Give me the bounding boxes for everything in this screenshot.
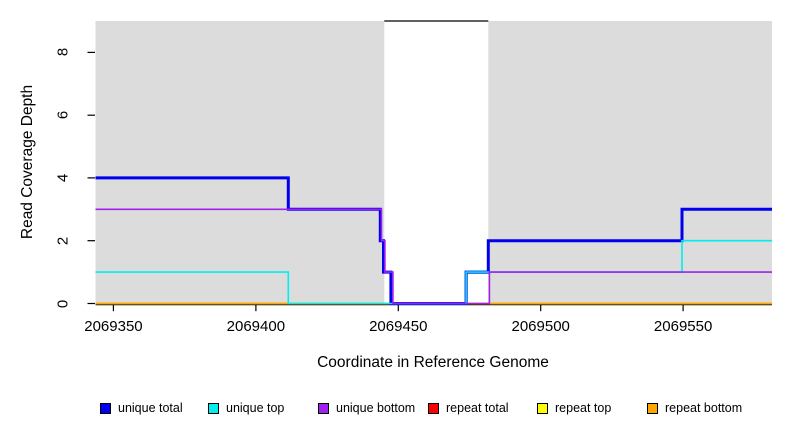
legend-item-repeat-total: repeat total [428,401,509,415]
legend-swatch-icon [208,402,219,414]
y-tick-label: 0 [54,299,72,308]
x-tick-label: 2069500 [511,318,570,335]
legend-item-repeat-top: repeat top [537,401,612,415]
y-tick-label: 6 [54,110,72,120]
legend-item-repeat-bottom: repeat bottom [647,401,743,415]
legend-item-unique-bottom: unique bottom [318,401,416,415]
x-tick-label: 2069400 [226,318,286,335]
legend-label: unique top [226,401,285,415]
legend-swatch-icon [537,402,548,414]
legend-label: repeat total [446,401,509,415]
x-tick-label: 2069450 [369,318,428,335]
y-axis-title: Read Coverage Depth [19,84,36,240]
legend-label: repeat top [555,401,612,415]
legend-swatch-icon [318,402,329,414]
x-tick-label: 2069550 [653,318,713,335]
legend-item-unique-total: unique total [100,401,183,415]
y-tick-label: 4 [54,173,72,183]
series-line-unique-top [95,239,772,305]
legend-swatch-icon [428,402,439,414]
y-tick-label: 8 [54,48,72,57]
unique-region-rect [95,21,385,304]
legend-swatch-icon [647,402,658,414]
legend-swatch-icon [100,402,111,414]
y-tick-label: 2 [54,236,72,245]
series-line-unique-bottom [95,208,772,305]
legend-label: repeat bottom [665,401,743,415]
x-axis-title: Coordinate in Reference Genome [317,354,549,371]
legend-item-unique-top: unique top [208,401,285,415]
legend-label: unique total [118,401,183,415]
legend-label: unique bottom [336,401,416,415]
x-tick-label: 2069350 [84,318,143,335]
unique-region-rect [488,21,772,304]
